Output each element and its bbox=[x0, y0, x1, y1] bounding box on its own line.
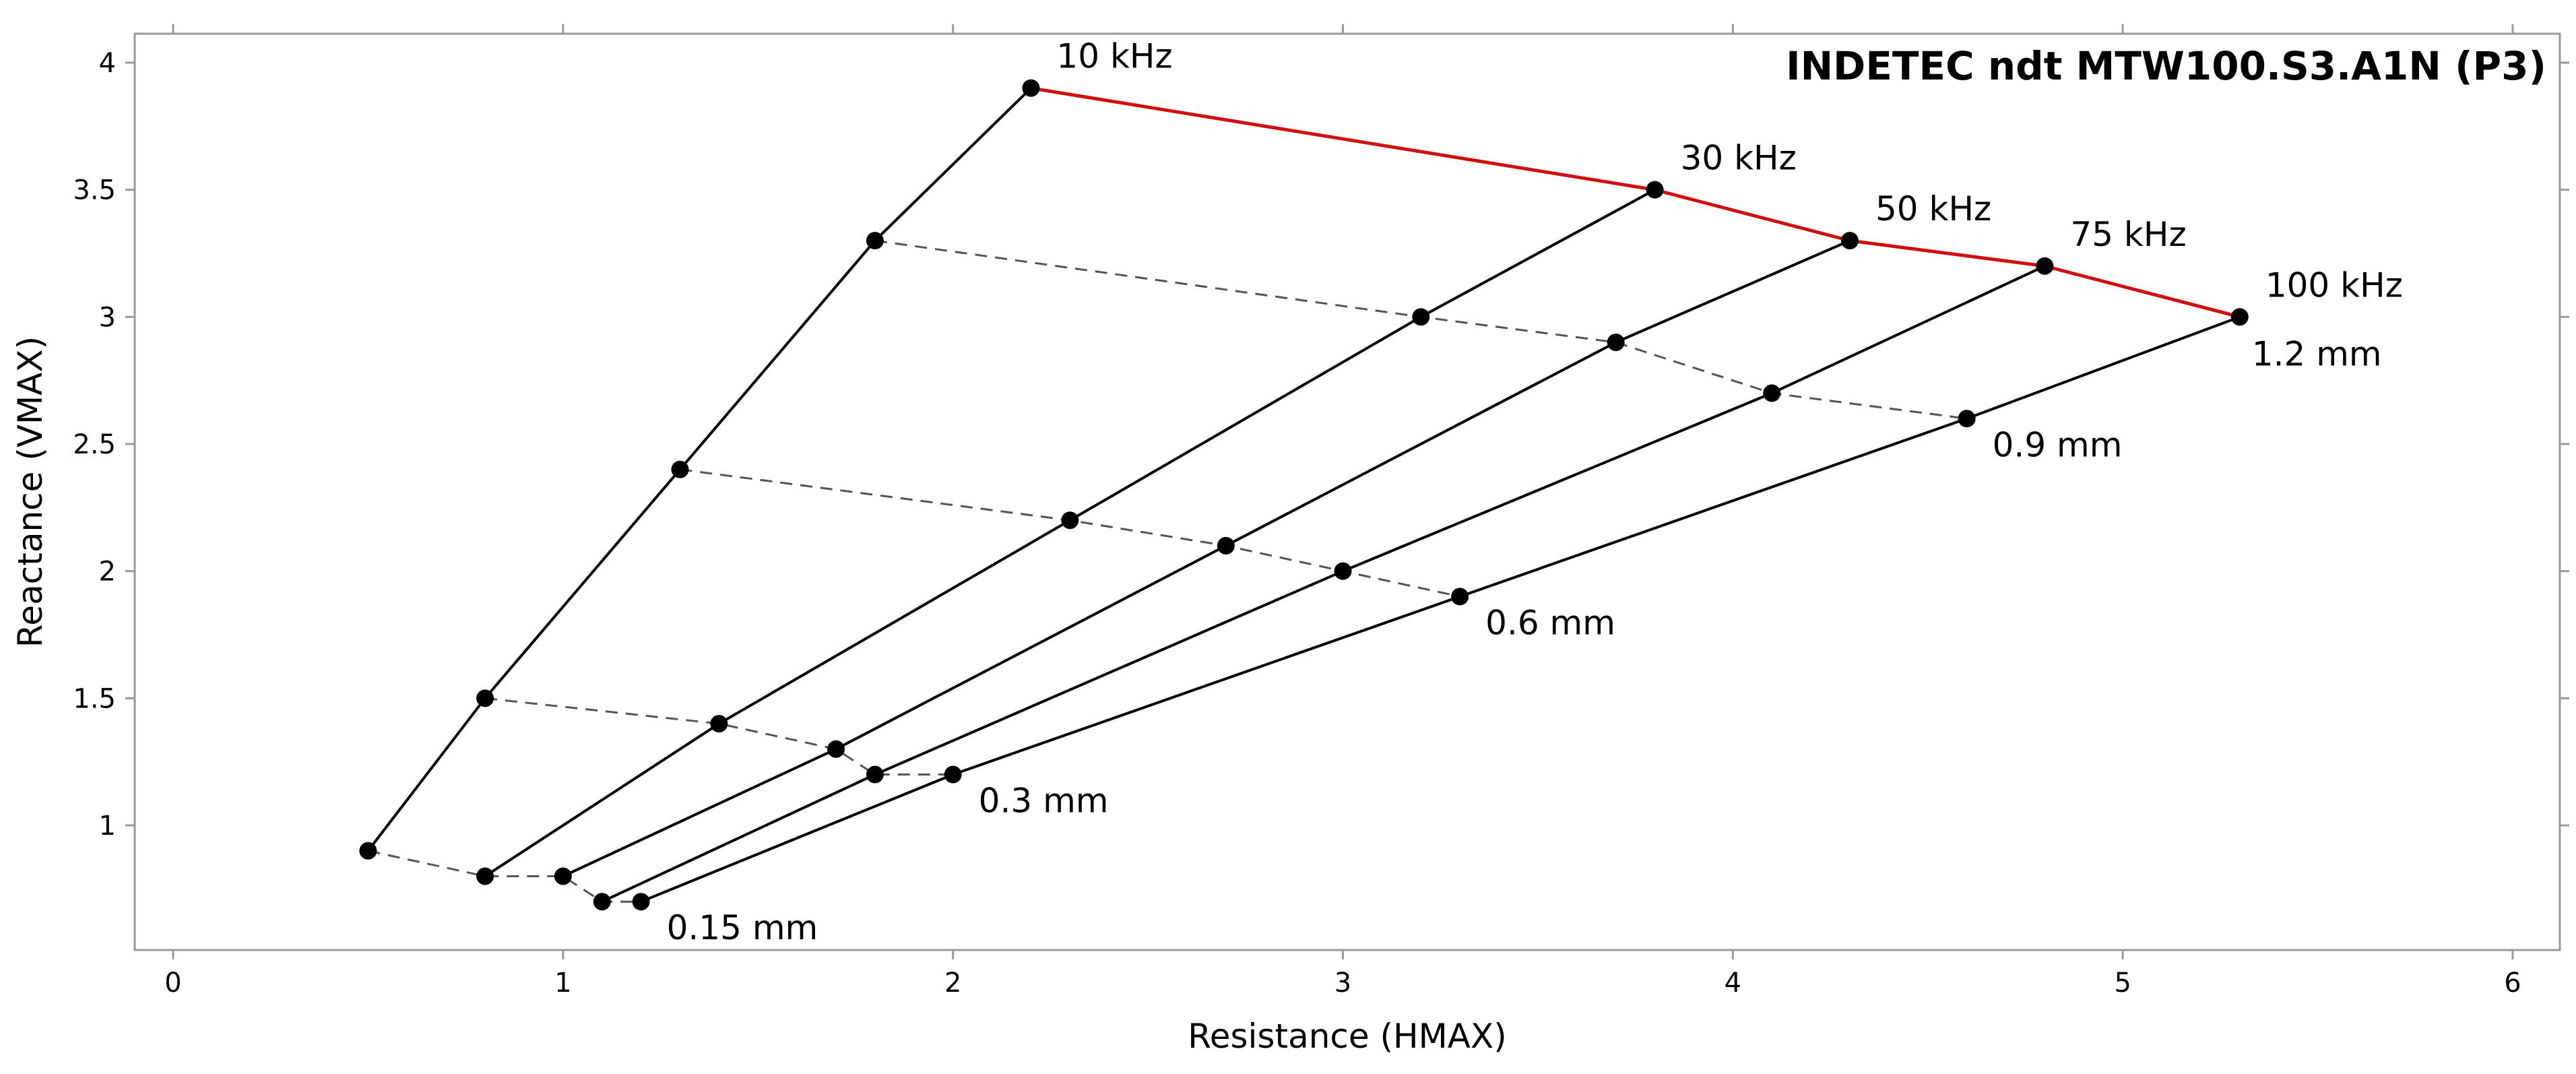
depth-line bbox=[484, 697, 953, 776]
data-point bbox=[2230, 308, 2249, 326]
data-point bbox=[1022, 79, 1040, 97]
frequency-label: 50 kHz bbox=[1875, 189, 1991, 228]
data-point bbox=[2036, 257, 2054, 275]
data-point bbox=[1451, 588, 1469, 606]
x-axis-title: Resistance (HMAX) bbox=[1188, 1017, 1507, 1056]
x-tick-label: 1 bbox=[554, 968, 571, 999]
frequency-label: 10 kHz bbox=[1056, 37, 1172, 76]
data-point bbox=[359, 842, 377, 860]
data-point bbox=[1763, 384, 1781, 402]
depth-line bbox=[874, 239, 1967, 420]
data-markers bbox=[359, 79, 2249, 911]
data-point bbox=[1607, 334, 1625, 352]
frequency-line bbox=[484, 188, 1656, 878]
data-point bbox=[554, 867, 572, 885]
data-point bbox=[1958, 410, 1976, 428]
data-point bbox=[827, 740, 845, 758]
frequency-line bbox=[601, 265, 2046, 904]
frequency-label: 75 kHz bbox=[2070, 215, 2186, 254]
depth-label: 0.9 mm bbox=[1993, 425, 2123, 464]
frequency-line bbox=[640, 315, 2241, 904]
x-tick-label: 3 bbox=[1334, 968, 1351, 999]
depth-label: 0.15 mm bbox=[667, 908, 818, 947]
data-point bbox=[593, 893, 611, 911]
data-point bbox=[710, 715, 728, 733]
frequency-line bbox=[562, 239, 1850, 878]
x-tick-label: 4 bbox=[1725, 968, 1741, 999]
y-tick-label: 3 bbox=[99, 302, 116, 333]
y-tick-label: 2.5 bbox=[73, 429, 116, 460]
data-point bbox=[1061, 511, 1079, 530]
y-tick-label: 3.5 bbox=[73, 175, 116, 206]
y-tick-label: 1.5 bbox=[73, 683, 116, 714]
depth-line-highlight bbox=[1031, 86, 2241, 319]
depth-label: 0.3 mm bbox=[979, 782, 1109, 821]
frequency-label: 30 kHz bbox=[1681, 139, 1797, 178]
y-tick-label: 1 bbox=[99, 811, 116, 842]
data-point bbox=[866, 765, 884, 784]
data-point bbox=[1334, 562, 1352, 580]
y-tick-label: 2 bbox=[99, 557, 116, 588]
data-point bbox=[1840, 232, 1859, 250]
x-tick-label: 6 bbox=[2504, 968, 2521, 999]
y-tick-label: 4 bbox=[99, 48, 116, 79]
plot-frame bbox=[133, 32, 2561, 951]
data-point bbox=[866, 232, 884, 250]
x-tick-label: 2 bbox=[944, 968, 961, 999]
depth-label: 1.2 mm bbox=[2252, 334, 2382, 373]
x-tick-label: 0 bbox=[164, 968, 181, 999]
data-point bbox=[632, 893, 650, 911]
data-point bbox=[944, 765, 962, 784]
data-point bbox=[476, 689, 494, 707]
chart-title: INDETEC ndt MTW100.S3.A1N (P3) bbox=[1786, 43, 2546, 89]
y-axis-title: Reactance (VMAX) bbox=[11, 336, 50, 647]
series-labels: 10 kHz 30 kHz 50 kHz 75 kHz 100 kHz 0.15 mm 0.… bbox=[667, 37, 2403, 947]
depth-label: 0.6 mm bbox=[1485, 603, 1615, 642]
data-point bbox=[476, 867, 494, 885]
data-point bbox=[1412, 308, 1430, 326]
x-tick-label: 5 bbox=[2114, 968, 2131, 999]
data-point bbox=[1646, 181, 1664, 199]
data-point bbox=[1217, 536, 1235, 555]
frequency-label: 100 kHz bbox=[2265, 265, 2403, 305]
data-point bbox=[671, 460, 689, 478]
axis-ticks: 0 1 2 3 4 5 6 1 1.5 2 2.5 3 3.5 4 bbox=[73, 24, 2569, 999]
